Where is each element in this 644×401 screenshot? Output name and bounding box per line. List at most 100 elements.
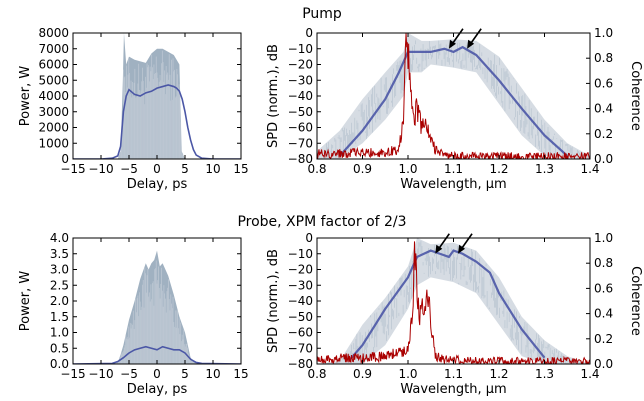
y-tick-label: 4000 bbox=[38, 89, 69, 103]
plot-area bbox=[73, 250, 241, 364]
y-right-tick-label: 0.8 bbox=[594, 51, 613, 65]
mean-spectrum-line bbox=[348, 249, 546, 362]
x-tick-label: 1.1 bbox=[444, 162, 463, 176]
pump-spectrum-panel: 0.8 0.9 1.0 1.1 1.2 1.3 1.4−80−70−60−50−40−30−… bbox=[266, 26, 643, 192]
x-tick-labels: −15 −10 −5 0 5 10 15 bbox=[60, 162, 248, 176]
x-tick-labels: 0.8 0.9 1.0 1.1 1.2 1.3 1.4 bbox=[307, 367, 599, 381]
x-tick-label: 1.4 bbox=[580, 367, 599, 381]
y-tick-label: 3000 bbox=[38, 105, 69, 119]
x-tick-label: 1.0 bbox=[398, 367, 417, 381]
x-axis-label: Delay, ps bbox=[127, 177, 188, 192]
y-axis-label: Power, W bbox=[18, 271, 33, 332]
x-tick-label: 0.9 bbox=[353, 162, 372, 176]
y-right-tick-label: 0.2 bbox=[594, 127, 613, 141]
arrow-head bbox=[467, 39, 475, 49]
y-tick-label: 2.0 bbox=[50, 294, 69, 308]
mean-spectrum-line bbox=[338, 45, 568, 157]
y-right-tick-label: 0.8 bbox=[594, 256, 613, 270]
x-tick-label: 1.2 bbox=[489, 162, 508, 176]
probe-spectrum-panel: 0.8 0.9 1.0 1.1 1.2 1.3 1.4−80−70−60−50−40−30−… bbox=[266, 231, 643, 397]
x-axis-label: Wavelength, μm bbox=[400, 177, 506, 192]
x-tick-labels: −15 −10 −5 0 5 10 15 bbox=[60, 367, 248, 381]
plot-area bbox=[73, 33, 241, 159]
y-tick-label: 3.5 bbox=[50, 247, 69, 261]
x-tick-label: −10 bbox=[88, 367, 113, 381]
mean-power-line bbox=[73, 84, 241, 159]
y-tick-label: −30 bbox=[288, 278, 313, 292]
y-axis-label: SPD (norm.), dB bbox=[266, 249, 281, 353]
x-tick-label: 0.9 bbox=[353, 367, 372, 381]
y-axis-label: SPD (norm.), dB bbox=[266, 44, 281, 148]
x-tick-label: −10 bbox=[88, 162, 113, 176]
arrow-head bbox=[435, 244, 443, 254]
y-tick-label: −50 bbox=[288, 310, 313, 324]
y-tick-label: 1000 bbox=[38, 136, 69, 150]
y-right-tick-label: 0.2 bbox=[594, 332, 613, 346]
y-tick-label: −40 bbox=[288, 294, 313, 308]
x-tick-labels: 0.8 0.9 1.0 1.1 1.2 1.3 1.4 bbox=[307, 162, 599, 176]
y-tick-label: −70 bbox=[288, 341, 313, 355]
y-tick-label: −10 bbox=[288, 247, 313, 261]
x-tick-label: −5 bbox=[120, 162, 138, 176]
title-pump: Pump bbox=[302, 6, 342, 22]
x-tick-label: 1.4 bbox=[580, 162, 599, 176]
y-tick-label: 7000 bbox=[38, 42, 69, 56]
x-tick-label: 0 bbox=[153, 367, 161, 381]
mean-power-line bbox=[73, 345, 241, 364]
y-tick-label: −20 bbox=[288, 58, 313, 72]
pump-power-panel: −15 −10 −5 0 5 10 1501000200030004000500060007… bbox=[18, 26, 249, 192]
x-tick-label: 5 bbox=[181, 367, 189, 381]
x-axis-label: Wavelength, μm bbox=[400, 382, 506, 397]
y-right-tick-labels: 0.0 0.2 0.4 0.6 0.8 1.0 bbox=[594, 26, 613, 166]
arrow-head bbox=[448, 39, 456, 49]
y-tick-label: 0 bbox=[61, 152, 69, 166]
x-axis-label: Delay, ps bbox=[127, 382, 188, 397]
y-tick-label: −50 bbox=[288, 105, 313, 119]
y-tick-label: −70 bbox=[288, 136, 313, 150]
y-axis-right-label: Coherence bbox=[628, 61, 643, 131]
y-tick-label: 6000 bbox=[38, 58, 69, 72]
y-axis-right-label: Coherence bbox=[628, 266, 643, 336]
spectrum-traces bbox=[317, 240, 590, 364]
spectrum-envelope bbox=[317, 238, 590, 364]
y-tick-label: 3.0 bbox=[50, 263, 69, 277]
x-tick-label: −15 bbox=[60, 367, 85, 381]
y-tick-label: −80 bbox=[288, 357, 313, 371]
spectrum-envelope bbox=[317, 33, 590, 159]
y-right-tick-label: 1.0 bbox=[594, 26, 613, 40]
y-tick-label: 0 bbox=[305, 26, 313, 40]
y-tick-label: 1.0 bbox=[50, 326, 69, 340]
y-tick-labels: −80 −70−60 −50 −40 −30−20 −10 0 bbox=[288, 231, 313, 371]
x-tick-label: 1.3 bbox=[535, 367, 554, 381]
x-tick-label: 0.8 bbox=[307, 162, 326, 176]
y-tick-label: −80 bbox=[288, 152, 313, 166]
x-tick-label: 10 bbox=[205, 367, 220, 381]
x-tick-label: 10 bbox=[205, 162, 220, 176]
x-tick-label: 0.8 bbox=[307, 367, 326, 381]
power-traces bbox=[112, 260, 241, 364]
x-tick-label: 1.2 bbox=[489, 367, 508, 381]
y-tick-label: 0.0 bbox=[50, 357, 69, 371]
y-tick-label: −60 bbox=[288, 121, 313, 135]
x-tick-label: 1.0 bbox=[398, 162, 417, 176]
y-right-tick-labels: 0.0 0.2 0.4 0.6 0.8 1.0 bbox=[594, 231, 613, 371]
y-tick-label: −60 bbox=[288, 326, 313, 340]
y-tick-label: 8000 bbox=[38, 26, 69, 40]
x-tick-label: −15 bbox=[60, 162, 85, 176]
x-tick-label: 5 bbox=[181, 162, 189, 176]
plot-area bbox=[317, 238, 590, 364]
y-right-tick-label: 0.6 bbox=[594, 281, 613, 295]
x-tick-label: −5 bbox=[120, 367, 138, 381]
y-axis-label: Power, W bbox=[18, 66, 33, 127]
y-tick-label: −20 bbox=[288, 263, 313, 277]
y-right-tick-label: 0.6 bbox=[594, 76, 613, 90]
y-tick-label: 2.5 bbox=[50, 278, 69, 292]
x-tick-label: 15 bbox=[233, 162, 248, 176]
probe-power-panel: −15 −10 −5 0 5 10 15 0.0 0.51.0 1.5 2.0 2.53.0 3.5 4.… bbox=[18, 231, 249, 397]
x-tick-label: 1.3 bbox=[535, 162, 554, 176]
y-tick-labels: 0.0 0.51.0 1.5 2.0 2.53.0 3.5 4.0 bbox=[50, 231, 69, 371]
y-right-tick-label: 0.0 bbox=[594, 152, 613, 166]
x-tick-label: 1.1 bbox=[444, 367, 463, 381]
